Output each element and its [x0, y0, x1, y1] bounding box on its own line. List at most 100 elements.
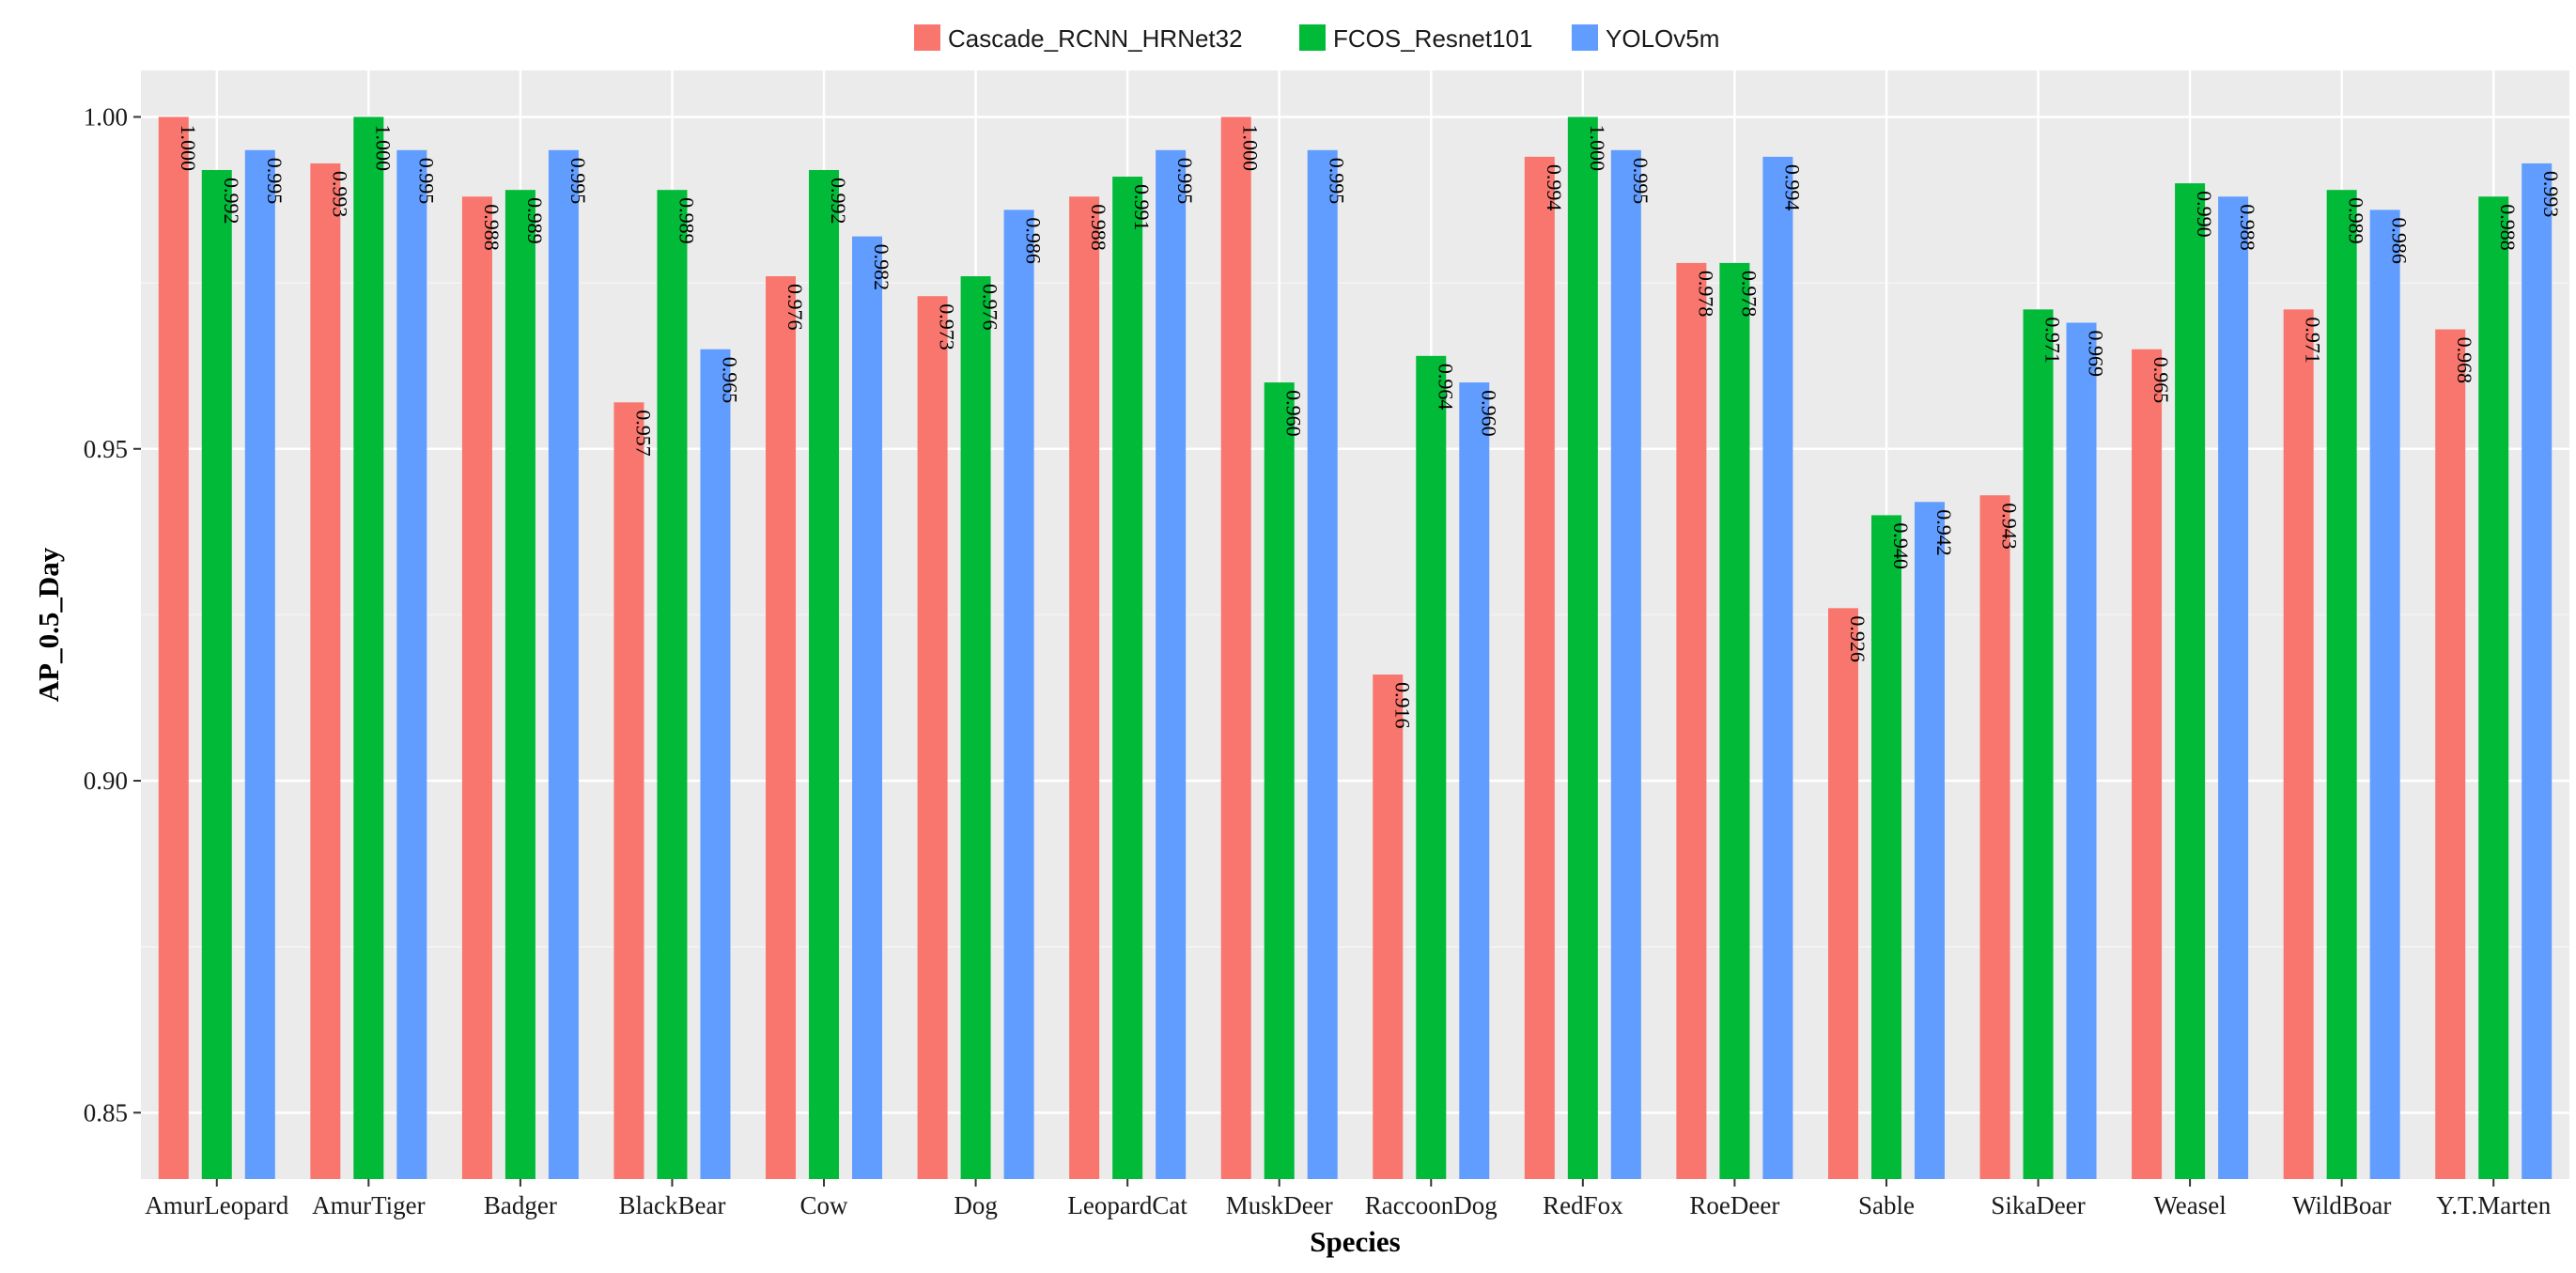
bar-yolov5m-wildboar	[2369, 210, 2400, 1179]
y-tick-label: 0.90	[84, 767, 128, 795]
bar-cascade-rcnn-hrnet32-cow	[766, 276, 797, 1179]
bar-value-label: 0.986	[2388, 217, 2412, 264]
bar-yolov5m-dog	[1003, 210, 1034, 1179]
bar-cascade-rcnn-hrnet32-weasel	[2132, 349, 2163, 1179]
bar-value-label: 0.993	[328, 171, 351, 218]
x-tick-label: BlackBear	[618, 1191, 725, 1219]
bar-yolov5m-y-t-marten	[2522, 163, 2553, 1180]
bar-value-label: 0.988	[2496, 204, 2520, 251]
bar-value-label: 0.988	[1087, 204, 1110, 251]
bar-value-label: 0.988	[2236, 204, 2259, 251]
bar-fcos-resnet101-dog	[960, 276, 991, 1179]
bar-value-label: 0.976	[784, 284, 807, 331]
bar-value-label: 0.995	[1326, 158, 1349, 205]
legend-swatch	[1572, 24, 1598, 51]
bar-value-label: 0.995	[414, 158, 438, 205]
bar-value-label: 0.960	[1477, 390, 1500, 437]
bar-value-label: 0.942	[1932, 509, 1956, 556]
bar-value-label: 0.989	[675, 197, 698, 243]
bar-value-labels: 1.000 0.992 0.995 0.993 1.000 0.995 0.988 0.989…	[177, 124, 2563, 728]
legend: Cascade_RCNN_HRNet32 FCOS_Resnet101 YOLOv5…	[914, 24, 1719, 53]
bars	[158, 116, 2553, 1180]
bar-value-label: 0.965	[2149, 357, 2173, 404]
bar-yolov5m-roedeer	[1762, 156, 1793, 1179]
y-tick-label: 0.95	[84, 435, 128, 463]
bar-fcos-resnet101-badger	[504, 190, 535, 1179]
bar-fcos-resnet101-raccoondog	[1416, 355, 1447, 1179]
bar-value-label: 0.995	[1629, 158, 1653, 205]
x-tick-label: Cow	[800, 1191, 849, 1219]
bar-cascade-rcnn-hrnet32-wildboar	[2283, 309, 2314, 1180]
legend-item: Cascade_RCNN_HRNet32	[914, 24, 1243, 53]
bar-cascade-rcnn-hrnet32-raccoondog	[1373, 674, 1404, 1179]
bar-yolov5m-blackbear	[700, 349, 731, 1179]
bar-cascade-rcnn-hrnet32-blackbear	[613, 402, 644, 1179]
bar-fcos-resnet101-weasel	[2175, 183, 2206, 1180]
x-tick-label: Weasel	[2153, 1191, 2226, 1219]
bar-cascade-rcnn-hrnet32-muskdeer	[1220, 116, 1251, 1180]
x-tick-label: Y.T.Marten	[2436, 1191, 2551, 1219]
bar-fcos-resnet101-blackbear	[657, 190, 688, 1179]
legend-swatch	[1299, 24, 1326, 51]
bar-value-label: 0.968	[2453, 337, 2476, 384]
y-axis: 0.85 0.90 0.95 1.00	[84, 102, 141, 1126]
bar-yolov5m-amurleopard	[244, 149, 275, 1180]
bar-value-label: 0.991	[1130, 184, 1154, 231]
bar-value-label: 0.978	[1694, 271, 1717, 318]
bar-yolov5m-cow	[852, 236, 883, 1179]
x-tick-label: WildBoar	[2292, 1191, 2391, 1219]
bar-yolov5m-leopardcat	[1156, 149, 1187, 1180]
bar-yolov5m-badger	[548, 149, 579, 1180]
bar-cascade-rcnn-hrnet32-dog	[917, 296, 948, 1180]
y-tick-label: 0.85	[84, 1098, 128, 1126]
y-tick-label: 1.00	[84, 102, 128, 131]
x-tick-label: AmurLeopard	[145, 1191, 288, 1219]
bar-value-label: 0.943	[1998, 503, 2022, 550]
x-tick-label: RoeDeer	[1689, 1191, 1779, 1219]
legend-swatch	[914, 24, 940, 51]
bar-fcos-resnet101-muskdeer	[1264, 382, 1295, 1179]
bar-cascade-rcnn-hrnet32-roedeer	[1676, 262, 1707, 1180]
x-axis: AmurLeopard AmurTiger Badger BlackBear Cow Do…	[145, 1179, 2552, 1219]
legend-item: YOLOv5m	[1572, 24, 1719, 53]
bar-value-label: 0.993	[2539, 171, 2563, 218]
x-tick-label: Sable	[1858, 1191, 1915, 1219]
bar-fcos-resnet101-y-t-marten	[2478, 196, 2509, 1180]
bar-value-label: 0.926	[1846, 615, 1870, 662]
x-tick-label: SikaDeer	[1991, 1191, 2085, 1219]
bar-yolov5m-weasel	[2218, 196, 2249, 1180]
bar-yolov5m-sikadeer	[2066, 322, 2097, 1179]
bar-value-label: 0.982	[870, 244, 893, 291]
bar-value-label: 0.994	[1543, 164, 1566, 211]
bar-fcos-resnet101-sable	[1870, 515, 1901, 1179]
bar-cascade-rcnn-hrnet32-redfox	[1524, 156, 1555, 1179]
bar-yolov5m-redfox	[1610, 149, 1641, 1180]
bar-value-label: 0.994	[1780, 164, 1804, 211]
bar-value-label: 0.992	[220, 178, 243, 225]
x-tick-label: MuskDeer	[1226, 1191, 1333, 1219]
x-tick-label: Badger	[484, 1191, 557, 1219]
x-tick-label: RedFox	[1543, 1191, 1623, 1219]
bar-value-label: 1.000	[371, 124, 395, 171]
bar-value-label: 0.992	[827, 178, 850, 225]
bar-value-label: 0.965	[718, 357, 741, 404]
bar-fcos-resnet101-wildboar	[2326, 190, 2357, 1179]
y-axis-title: AP_0.5_Day	[32, 547, 65, 702]
bar-value-label: 1.000	[1239, 124, 1263, 171]
bar-value-label: 0.940	[1889, 522, 1913, 569]
bar-cascade-rcnn-hrnet32-badger	[461, 196, 492, 1180]
bar-value-label: 0.986	[1022, 217, 1046, 264]
bar-fcos-resnet101-roedeer	[1719, 262, 1750, 1180]
bar-yolov5m-sable	[1914, 502, 1945, 1179]
bar-cascade-rcnn-hrnet32-amurtiger	[310, 163, 341, 1180]
bar-cascade-rcnn-hrnet32-leopardcat	[1069, 196, 1100, 1180]
bar-value-label: 0.973	[936, 303, 959, 350]
bar-fcos-resnet101-sikadeer	[2023, 309, 2054, 1180]
bar-value-label: 0.976	[979, 284, 1002, 331]
bar-value-label: 0.916	[1390, 682, 1414, 729]
x-axis-title: Species	[1310, 1225, 1400, 1258]
bar-value-label: 0.995	[263, 158, 287, 205]
bar-fcos-resnet101-leopardcat	[1112, 177, 1143, 1179]
bar-value-label: 0.971	[2041, 317, 2065, 364]
bar-yolov5m-muskdeer	[1307, 149, 1338, 1180]
